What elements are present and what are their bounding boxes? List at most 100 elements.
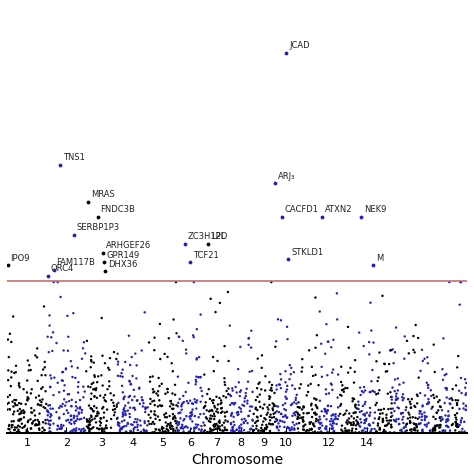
- Point: [312, 415, 320, 423]
- Point: [221, 426, 229, 434]
- Point: [291, 385, 299, 392]
- Point: [130, 386, 137, 393]
- Point: [275, 427, 283, 434]
- Point: [168, 405, 176, 412]
- Point: [392, 392, 400, 400]
- Point: [48, 347, 56, 355]
- Point: [449, 420, 456, 428]
- Point: [389, 405, 397, 412]
- Point: [212, 308, 219, 316]
- Point: [92, 386, 100, 394]
- Point: [416, 414, 423, 421]
- Point: [180, 428, 187, 435]
- Point: [395, 420, 403, 428]
- Point: [411, 403, 419, 410]
- Point: [201, 427, 209, 434]
- Point: [315, 382, 322, 389]
- Point: [267, 420, 275, 428]
- Point: [149, 389, 157, 396]
- Point: [224, 418, 231, 425]
- Point: [55, 404, 63, 412]
- Point: [108, 396, 115, 404]
- Point: [150, 410, 158, 418]
- Point: [35, 401, 42, 408]
- Point: [363, 428, 371, 436]
- Point: [411, 427, 419, 434]
- Point: [392, 418, 400, 425]
- Point: [391, 417, 399, 425]
- Point: [452, 418, 460, 426]
- Point: [316, 424, 324, 432]
- Point: [411, 426, 419, 433]
- Point: [16, 410, 23, 418]
- Point: [234, 411, 241, 419]
- Point: [128, 381, 135, 388]
- Point: [5, 353, 13, 361]
- Point: [210, 396, 218, 404]
- Point: [203, 428, 211, 436]
- Point: [84, 417, 91, 424]
- Point: [86, 415, 93, 423]
- Point: [83, 423, 91, 430]
- Point: [35, 392, 43, 400]
- Point: [429, 426, 437, 433]
- Point: [174, 428, 182, 436]
- Point: [187, 425, 195, 433]
- Point: [255, 398, 263, 406]
- Point: [160, 428, 168, 436]
- Point: [453, 416, 460, 423]
- Point: [455, 352, 462, 360]
- Point: [22, 401, 29, 408]
- Point: [411, 348, 419, 356]
- Point: [383, 417, 391, 424]
- Point: [15, 382, 23, 389]
- Point: [245, 412, 253, 419]
- Point: [218, 399, 225, 407]
- Point: [338, 382, 346, 389]
- Point: [121, 408, 128, 415]
- Point: [73, 425, 80, 432]
- Point: [228, 424, 236, 431]
- Point: [317, 428, 324, 436]
- Point: [282, 411, 289, 419]
- Point: [216, 419, 223, 427]
- Point: [236, 388, 244, 396]
- Point: [213, 408, 220, 415]
- Point: [356, 415, 364, 423]
- Point: [247, 344, 255, 351]
- Point: [270, 402, 278, 410]
- Point: [187, 259, 194, 266]
- Point: [424, 354, 431, 361]
- Text: MRAS: MRAS: [91, 190, 115, 199]
- Point: [110, 402, 118, 410]
- Point: [55, 415, 63, 422]
- Point: [245, 341, 253, 349]
- Point: [237, 405, 245, 412]
- Point: [223, 426, 230, 434]
- Point: [49, 405, 56, 412]
- Point: [322, 390, 330, 398]
- Point: [58, 424, 65, 431]
- Point: [10, 396, 18, 404]
- Point: [437, 403, 445, 411]
- Point: [323, 410, 330, 417]
- Point: [13, 401, 21, 409]
- Point: [60, 346, 67, 354]
- Point: [283, 323, 291, 330]
- Point: [164, 427, 172, 435]
- Point: [256, 379, 264, 386]
- Point: [267, 278, 275, 286]
- Point: [227, 401, 234, 409]
- Point: [323, 423, 330, 430]
- Point: [118, 424, 126, 431]
- Point: [118, 382, 126, 390]
- Point: [191, 412, 199, 420]
- Point: [366, 388, 374, 396]
- Point: [323, 408, 330, 415]
- Point: [390, 359, 397, 367]
- Point: [131, 350, 139, 357]
- Point: [408, 395, 416, 403]
- Point: [392, 396, 400, 404]
- Point: [55, 414, 63, 421]
- Point: [151, 428, 158, 436]
